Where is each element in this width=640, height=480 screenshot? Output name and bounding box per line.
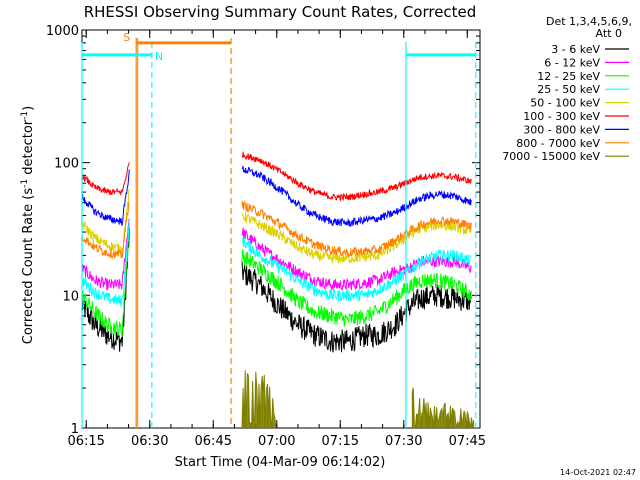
series-line — [241, 165, 472, 228]
x-tick-label: 06:15 — [67, 434, 104, 449]
series-line — [241, 260, 472, 353]
legend-label: 3 - 6 keV — [551, 43, 600, 56]
series-line — [81, 219, 130, 307]
y-tick-label: 100 — [54, 157, 79, 172]
s-label: S — [123, 31, 130, 44]
legend-header-2: Att 0 — [596, 27, 622, 40]
series-line — [81, 169, 130, 227]
x-tick-label: 07:00 — [258, 434, 295, 449]
legend-label: 800 - 7000 keV — [516, 137, 600, 150]
x-tick-label: 07:30 — [385, 434, 422, 449]
series-line — [241, 370, 277, 429]
series-line — [411, 387, 475, 429]
x-tick-label: 06:30 — [131, 434, 168, 449]
legend-header-1: Det 1,3,4,5,6,9, — [546, 15, 632, 28]
x-axis-label: Start Time (04-Mar-09 06:14:02) — [175, 455, 386, 470]
series-line — [241, 151, 472, 202]
svg-text:Corrected Count Rate (s-1 dete: Corrected Count Rate (s-1 detector-1) — [20, 106, 36, 344]
series-line — [241, 236, 472, 302]
series-layer — [81, 151, 475, 429]
series-line — [81, 218, 130, 291]
x-tick-label: 07:45 — [449, 434, 486, 449]
attenuator-annotations: SN — [81, 31, 477, 428]
y-tick-label: 1000 — [46, 24, 79, 39]
legend-label: 12 - 25 keV — [537, 70, 600, 83]
series-line — [81, 188, 130, 257]
x-axis-ticks: 06:15 06:30 06:45 07:00 07:15 07:30 07:45 — [67, 30, 486, 449]
y-axis-ticks: 1 10 100 1000 — [46, 24, 480, 437]
legend-label: 100 - 300 keV — [523, 110, 600, 123]
legend-label: 300 - 800 keV — [523, 123, 600, 136]
n-label: N — [155, 50, 163, 63]
legend-label: 7000 - 15000 keV — [502, 150, 600, 163]
series-line — [241, 249, 472, 327]
legend-label: 6 - 12 keV — [544, 56, 600, 69]
y-tick-label: 1 — [71, 422, 79, 437]
series-line — [81, 202, 130, 260]
series-line — [81, 223, 130, 338]
legend-label: 25 - 50 keV — [537, 83, 600, 96]
x-tick-label: 07:15 — [322, 434, 359, 449]
y-axis-label: Corrected Count Rate (s-1 detector-1) — [20, 106, 36, 344]
series-line — [81, 227, 130, 352]
series-line — [81, 162, 130, 196]
series-line — [241, 200, 472, 258]
footer-date: 14-Oct-2021 02:47 — [560, 468, 636, 477]
x-tick-label: 06:45 — [195, 434, 232, 449]
chart-title: RHESSI Observing Summary Count Rates, Co… — [84, 3, 477, 21]
legend-label: 50 - 100 keV — [530, 97, 600, 110]
y-tick-label: 10 — [62, 289, 79, 304]
series-line — [241, 227, 472, 291]
